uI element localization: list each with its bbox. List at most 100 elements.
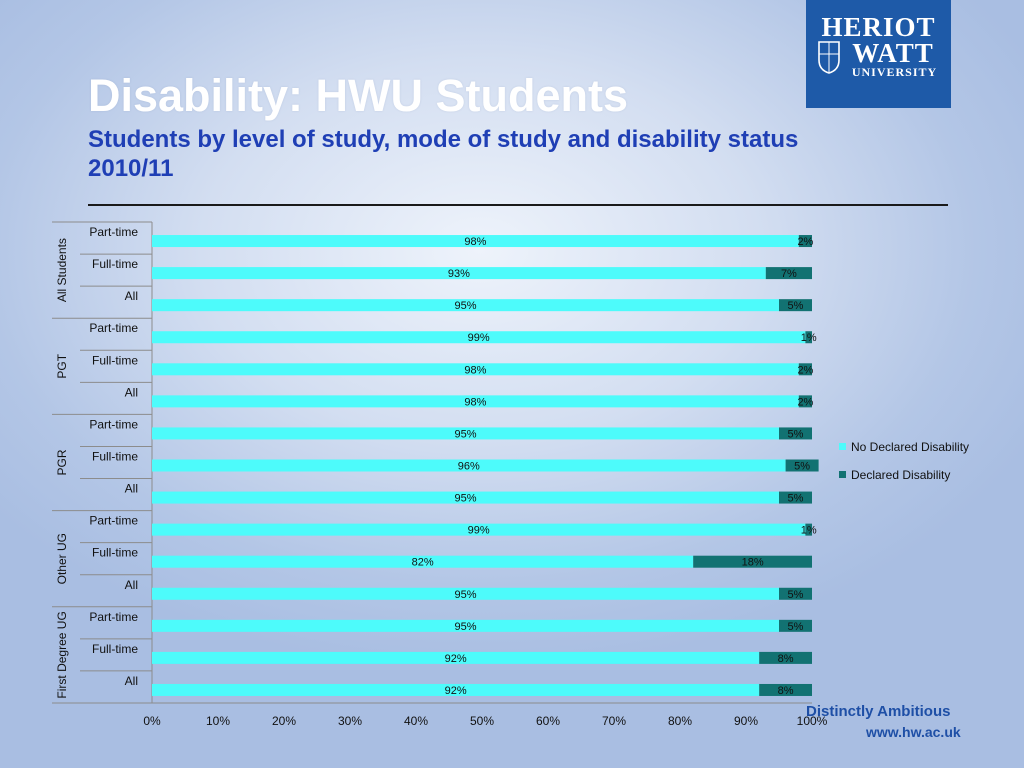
x-tick-label: 60% <box>536 714 560 728</box>
bar-segment <box>798 363 812 376</box>
data-label: 5% <box>788 493 804 505</box>
category-label: Full-time <box>92 546 138 560</box>
category-label: All <box>125 289 138 303</box>
data-label: 5% <box>788 589 804 601</box>
category-label: All <box>125 578 138 592</box>
bar-segment <box>798 395 812 408</box>
group-label: PGT <box>55 353 69 378</box>
logo-line-3: UNIVERSITY <box>851 65 938 79</box>
bar-segment <box>152 523 806 536</box>
x-tick-label: 20% <box>272 714 296 728</box>
data-label: 98% <box>464 236 486 248</box>
category-label: All <box>125 385 138 399</box>
data-label: 1% <box>801 525 817 537</box>
bar-segment <box>779 619 812 632</box>
slide-subtitle: Students by level of study, mode of stud… <box>88 126 799 182</box>
category-label: Full-time <box>92 450 138 464</box>
category-label: Full-time <box>92 642 138 656</box>
bar-segment <box>152 363 799 376</box>
data-label: 7% <box>781 268 797 280</box>
bar-segment <box>152 683 760 696</box>
bar-segment <box>798 235 812 248</box>
group-label: PGR <box>55 449 69 475</box>
data-label: 98% <box>464 396 486 408</box>
data-label: 8% <box>778 653 794 665</box>
bar-segment <box>152 555 694 568</box>
x-tick-label: 0% <box>143 714 161 728</box>
bar-segment <box>152 427 779 440</box>
bar-segment <box>779 427 812 440</box>
category-label: All <box>125 674 138 688</box>
x-tick-label: 90% <box>734 714 758 728</box>
bar-segment <box>152 491 779 504</box>
x-tick-label: 70% <box>602 714 626 728</box>
bar-segment <box>805 331 812 344</box>
data-label: 18% <box>742 557 764 569</box>
bar-segment <box>693 555 812 568</box>
bar-segment <box>152 235 799 248</box>
bar-segment <box>765 267 812 280</box>
category-label: Part-time <box>89 225 138 239</box>
x-tick-label: 50% <box>470 714 494 728</box>
data-label: 99% <box>468 332 490 344</box>
x-tick-label: 80% <box>668 714 692 728</box>
group-label: First Degree UG <box>55 611 69 698</box>
website-url: www.hw.ac.uk <box>866 724 961 740</box>
x-tick-label: 40% <box>404 714 428 728</box>
data-label: 5% <box>788 621 804 633</box>
bar-segment <box>759 651 812 664</box>
bar-segment <box>779 587 812 600</box>
bar-segment <box>779 299 812 312</box>
group-label: All Students <box>55 238 69 302</box>
legend-swatch <box>839 471 846 478</box>
bar-segment <box>152 395 799 408</box>
data-label: 93% <box>448 268 470 280</box>
category-label: All <box>125 482 138 496</box>
data-label: 95% <box>454 300 476 312</box>
x-tick-label: 100% <box>797 714 828 728</box>
bar-segment <box>785 459 819 472</box>
bar-segment <box>152 587 779 600</box>
data-label: 95% <box>454 621 476 633</box>
bar-segment <box>152 651 760 664</box>
data-label: 1% <box>801 332 817 344</box>
data-label: 5% <box>794 461 810 473</box>
category-label: Part-time <box>89 610 138 624</box>
x-tick-label: 30% <box>338 714 362 728</box>
legend-label: Declared Disability <box>851 468 950 482</box>
bar-segment <box>152 331 806 344</box>
data-label: 82% <box>412 557 434 569</box>
bar-segment <box>779 491 812 504</box>
bar-segment <box>805 523 812 536</box>
legend-swatch <box>839 443 846 450</box>
data-label: 95% <box>454 428 476 440</box>
data-label: 96% <box>458 461 480 473</box>
bar-segment <box>152 299 779 312</box>
data-label: 2% <box>797 236 813 248</box>
university-logo: HERIOT WATT UNIVERSITY <box>806 0 951 108</box>
logo-line-2: WATT <box>852 38 934 68</box>
bar-segment <box>759 683 812 696</box>
bar-segment <box>152 459 786 472</box>
data-label: 5% <box>788 300 804 312</box>
data-label: 95% <box>454 589 476 601</box>
category-label: Part-time <box>89 417 138 431</box>
tagline: Distinctly Ambitious <box>806 703 951 720</box>
data-label: 5% <box>788 428 804 440</box>
legend-label: No Declared Disability <box>851 440 969 454</box>
data-label: 99% <box>468 525 490 537</box>
data-label: 92% <box>445 685 467 697</box>
data-label: 8% <box>778 685 794 697</box>
bar-segment <box>152 619 779 632</box>
bar-segment <box>152 267 766 280</box>
data-label: 2% <box>797 396 813 408</box>
category-label: Part-time <box>89 514 138 528</box>
x-tick-label: 10% <box>206 714 230 728</box>
data-label: 98% <box>464 364 486 376</box>
data-label: 95% <box>454 493 476 505</box>
category-label: Full-time <box>92 257 138 271</box>
title-divider <box>88 204 948 206</box>
category-label: Full-time <box>92 353 138 367</box>
category-label: Part-time <box>89 321 138 335</box>
